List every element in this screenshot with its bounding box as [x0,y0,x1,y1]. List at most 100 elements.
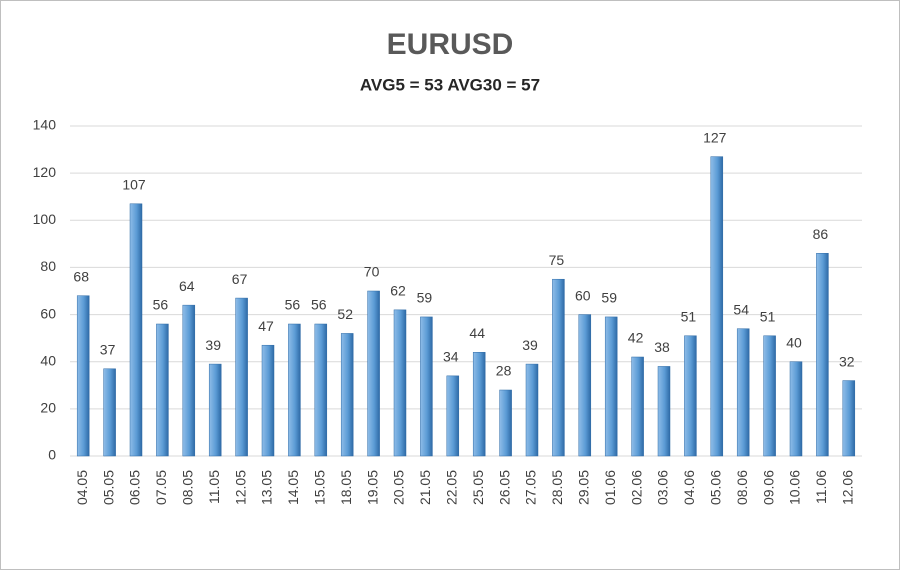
data-label: 38 [654,339,670,355]
x-tick-label: 07.05 [153,470,169,505]
y-tick-label: 60 [40,305,56,321]
bar [103,368,116,457]
data-label: 56 [153,297,169,313]
bar [129,203,143,457]
data-label: 107 [122,176,146,192]
x-tick-label: 12.06 [840,470,856,505]
data-label: 44 [469,325,485,341]
bar [578,314,592,457]
x-tick-label: 27.05 [523,470,539,505]
x-tick-label: 13.05 [259,470,275,505]
data-label: 51 [681,308,697,324]
x-tick-label: 06.05 [127,470,143,505]
y-tick-label: 140 [33,117,57,133]
bar [736,328,750,457]
data-label: 28 [496,363,512,379]
bar [710,156,724,457]
bar [156,323,169,457]
x-tick-label: 15.05 [312,470,328,505]
data-label: 34 [443,349,459,365]
chart-subtitle: AVG5 = 53 AVG30 = 57 [360,75,540,94]
bar [684,335,697,457]
x-tick-label: 18.05 [338,470,354,505]
x-tick-label: 12.05 [232,470,248,505]
x-tick-label: 26.05 [496,470,512,505]
x-tick-label: 02.06 [628,470,644,505]
bar [657,366,671,457]
bar [499,389,512,457]
y-tick-label: 40 [40,352,56,368]
bar [525,363,539,457]
data-label: 52 [337,306,353,322]
bar [367,290,380,457]
x-tick-label: 19.05 [364,470,380,505]
bar [76,295,90,457]
bar [288,323,301,457]
x-tick-label: 20.05 [391,470,407,505]
data-label: 59 [417,290,433,306]
bar [420,316,433,457]
bar [816,253,829,457]
bar [842,380,856,457]
bar [340,333,354,457]
data-label: 39 [522,337,538,353]
data-label: 75 [549,252,565,268]
x-tick-label: 05.06 [708,470,724,505]
x-tick-label: 11.06 [813,470,829,504]
y-tick-label: 20 [40,400,56,416]
data-label: 127 [703,129,727,145]
data-label: 51 [760,308,776,324]
bar [446,375,460,457]
bar [393,309,407,457]
bar [789,361,803,457]
data-label: 59 [601,290,617,306]
data-label: 40 [786,334,802,350]
bar [261,344,275,457]
bar [604,316,618,457]
data-label: 62 [390,283,406,299]
x-tick-label: 28.05 [549,470,565,505]
data-label: 39 [205,337,221,353]
x-tick-label: 05.05 [100,470,116,505]
bar [472,352,486,457]
x-tick-label: 08.05 [180,470,196,505]
x-tick-label: 11.05 [206,470,222,504]
bar [208,363,222,457]
data-label: 70 [364,264,380,280]
x-tick-label: 04.05 [74,470,90,505]
bar [182,304,196,457]
y-tick-label: 0 [48,447,56,463]
data-label: 32 [839,353,855,369]
y-tick-label: 80 [40,258,56,274]
data-label: 60 [575,287,591,303]
bar [314,323,328,457]
x-tick-label: 21.05 [417,470,433,505]
data-label: 37 [100,341,116,357]
x-tick-label: 08.06 [734,470,750,505]
x-tick-label: 03.06 [655,470,671,505]
data-label: 67 [232,271,248,287]
bar [235,297,248,457]
data-label: 86 [813,226,829,242]
x-tick-label: 01.06 [602,470,618,505]
y-tick-label: 100 [33,211,57,227]
bar [552,278,565,457]
data-label: 64 [179,278,195,294]
data-label: 47 [258,318,274,334]
data-label: 56 [285,297,301,313]
data-label: 68 [73,268,89,284]
data-label: 54 [733,301,749,317]
x-tick-label: 09.06 [760,470,776,505]
bar [763,335,776,457]
data-label: 42 [628,330,644,346]
bar [631,356,644,457]
y-tick-label: 120 [33,164,57,180]
chart-title: EURUSD [387,28,514,61]
x-tick-label: 10.06 [787,470,803,505]
x-tick-label: 22.05 [444,470,460,505]
x-tick-label: 29.05 [576,470,592,505]
x-tick-label: 04.06 [681,470,697,505]
data-label: 56 [311,297,327,313]
